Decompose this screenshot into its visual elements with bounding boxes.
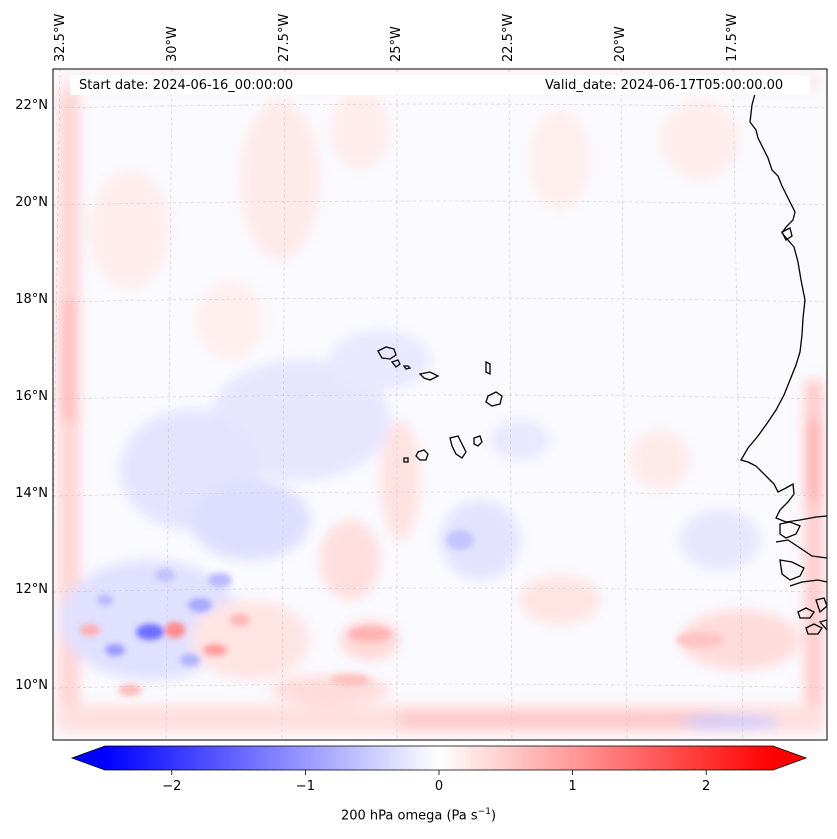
- island-santo-antao: [377, 346, 397, 360]
- colorbar-label: 200 hPa omega (Pa s−1): [340, 807, 497, 824]
- lat-label-10n: 10°N: [15, 678, 48, 693]
- colorbar-tick-label: −1: [295, 779, 315, 794]
- island-sao-vicente: [390, 359, 401, 368]
- lon-label-25w: 25°W: [389, 26, 404, 62]
- coastlines: [377, 89, 827, 635]
- start-date-text: Start date: 2024-06-16_00:00:00: [79, 78, 294, 93]
- lat-label-12n: 12°N: [15, 582, 48, 597]
- island-brava: [403, 457, 409, 463]
- lat-label-22n: 22°N: [15, 98, 48, 113]
- lat-label-16n: 16°N: [15, 389, 48, 404]
- lon-label-22-5w: 22.5°W: [501, 13, 516, 62]
- colorbar-gradient: [105, 746, 773, 770]
- header-background: [70, 75, 810, 95]
- island-maio: [473, 435, 483, 447]
- island-santiago: [449, 435, 467, 459]
- africa-coastline: [740, 89, 827, 523]
- lon-label-32-5w: 32.5°W: [53, 13, 68, 62]
- valid-date-text: Valid_date: 2024-06-17T05:00:00.00: [545, 78, 784, 93]
- gridlines: [53, 69, 827, 740]
- island-sao-nicolau: [418, 371, 440, 381]
- lon-label-17-5w: 17.5°W: [725, 13, 740, 62]
- colorbar-tick-label: 1: [568, 779, 577, 794]
- colorbar-tick-label: 0: [434, 779, 444, 794]
- island-fogo: [415, 449, 429, 461]
- island-santa-luzia: [402, 365, 412, 370]
- lon-label-30w: 30°W: [165, 26, 180, 62]
- colorbar: [70, 745, 808, 775]
- colorbar-tick-label: 2: [702, 779, 711, 794]
- lat-label-20n: 20°N: [15, 195, 48, 210]
- map-frame: [52, 68, 828, 741]
- colorbar-outline: [70, 745, 808, 771]
- colorbar-low-extension: [72, 746, 105, 770]
- lon-label-27-5w: 27.5°W: [277, 13, 292, 62]
- lat-label-18n: 18°N: [15, 292, 48, 307]
- colorbar-high-extension: [773, 746, 806, 770]
- lon-label-20w: 20°W: [613, 26, 628, 62]
- colorbar-tick-label: −2: [162, 779, 182, 794]
- island-boa-vista: [485, 391, 503, 407]
- lat-label-14n: 14°N: [15, 486, 48, 501]
- island-sal: [485, 360, 491, 376]
